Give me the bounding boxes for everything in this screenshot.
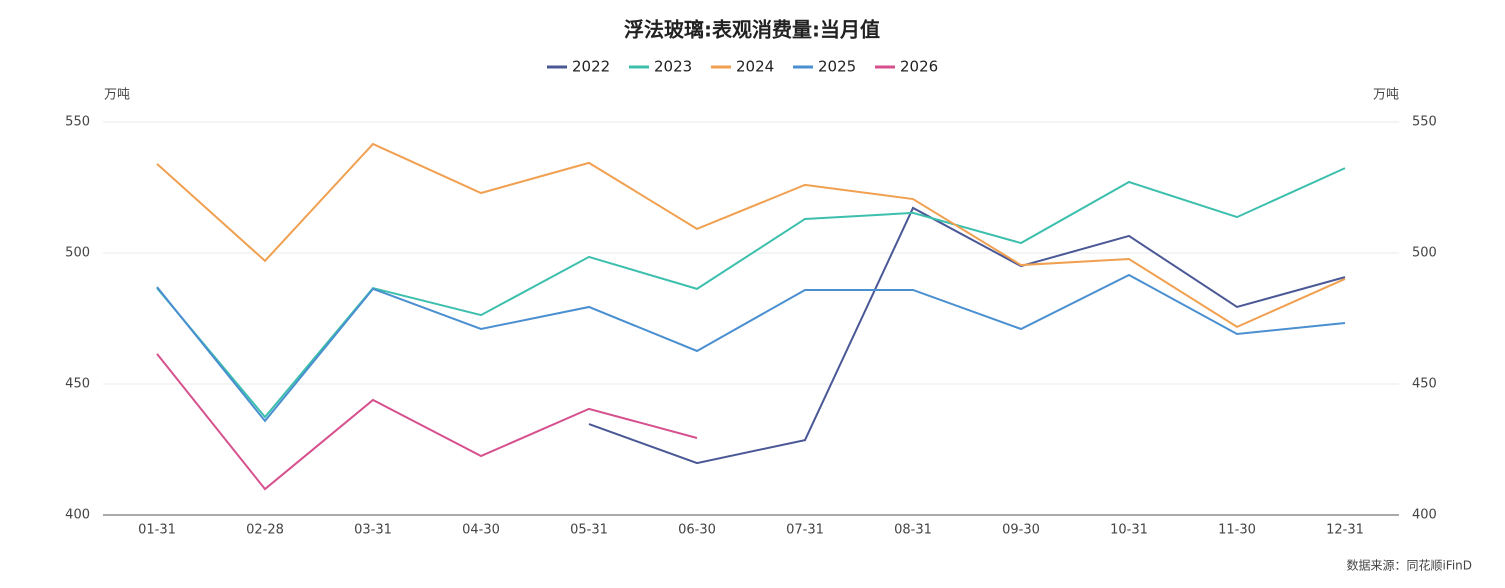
x-tick-label: 04-30 xyxy=(462,523,500,538)
legend-label: 2024 xyxy=(736,58,774,76)
y2-tick-label: 500 xyxy=(1412,246,1437,261)
series-line xyxy=(156,353,698,491)
y2-tick-label: 400 xyxy=(1412,508,1437,523)
y2-unit: 万吨 xyxy=(1373,88,1399,103)
x-tick-label: 02-28 xyxy=(246,523,284,538)
x-tick-label: 01-31 xyxy=(138,523,176,538)
y-tick-label: 500 xyxy=(65,246,90,261)
y-tick-label: 450 xyxy=(65,377,90,392)
x-tick-label: 09-30 xyxy=(1002,523,1040,538)
x-tick-label: 10-31 xyxy=(1110,523,1148,538)
x-tick-label: 12-31 xyxy=(1326,523,1364,538)
x-tick-label: 07-31 xyxy=(786,523,824,538)
legend-label: 2026 xyxy=(900,58,938,76)
y-tick-label: 550 xyxy=(65,115,90,130)
y2-tick-label: 450 xyxy=(1412,377,1437,392)
legend-label: 2022 xyxy=(572,58,610,76)
legend-label: 2025 xyxy=(818,58,856,76)
y-tick-label: 400 xyxy=(65,508,90,523)
series-line xyxy=(156,142,1346,329)
x-tick-label: 06-30 xyxy=(678,523,716,538)
series-line xyxy=(156,273,1346,423)
y-unit: 万吨 xyxy=(104,88,130,103)
x-tick-label: 03-31 xyxy=(354,523,392,538)
x-tick-label: 05-31 xyxy=(570,523,608,538)
series-line xyxy=(588,206,1346,465)
series-line xyxy=(156,167,1346,419)
source: 数据来源：同花顺iFinD xyxy=(1346,558,1472,573)
x-tick-label: 11-30 xyxy=(1218,523,1256,538)
legend-label: 2023 xyxy=(654,58,692,76)
chart-title: 浮法玻璃:表观消费量:当月值 xyxy=(624,18,880,42)
y2-tick-label: 550 xyxy=(1412,115,1437,130)
x-tick-label: 08-31 xyxy=(894,523,932,538)
